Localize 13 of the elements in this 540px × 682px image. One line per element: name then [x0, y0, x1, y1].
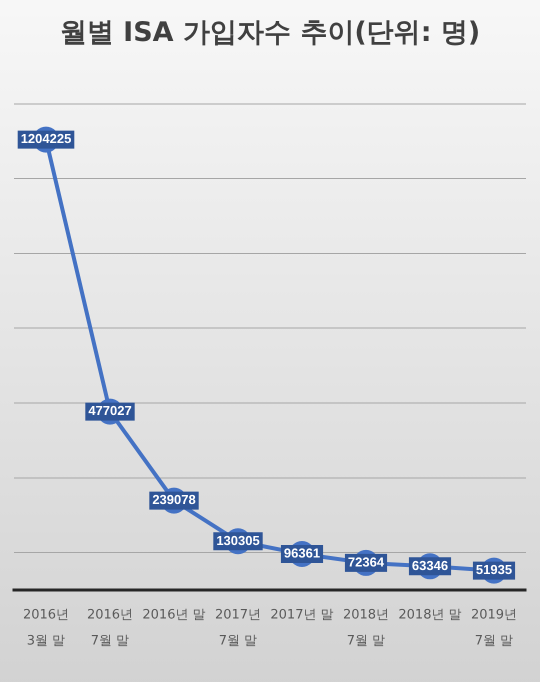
data-label: 239078 [152, 492, 196, 508]
x-tick-label: 2018년 7월 말 [342, 607, 390, 648]
x-tick-label: 2019년 7월 말 [470, 607, 518, 648]
data-label: 1204225 [20, 131, 72, 146]
x-tick-label: 2016년 3월 말 [22, 607, 70, 648]
data-label: 130305 [216, 532, 260, 548]
data-label: 477027 [88, 403, 132, 418]
x-tick-label: 2016년 7월 말 [86, 607, 134, 648]
x-tick-label: 2016년 말 [142, 607, 206, 622]
chart-title: 월별 ISA 가입자수 추이(단위: 명) [60, 17, 480, 48]
x-tick-label: 2018년 말 [398, 607, 462, 622]
x-tick-label: 2017년 말 [270, 607, 334, 622]
x-tick-label: 2017년 7월 말 [214, 607, 262, 648]
